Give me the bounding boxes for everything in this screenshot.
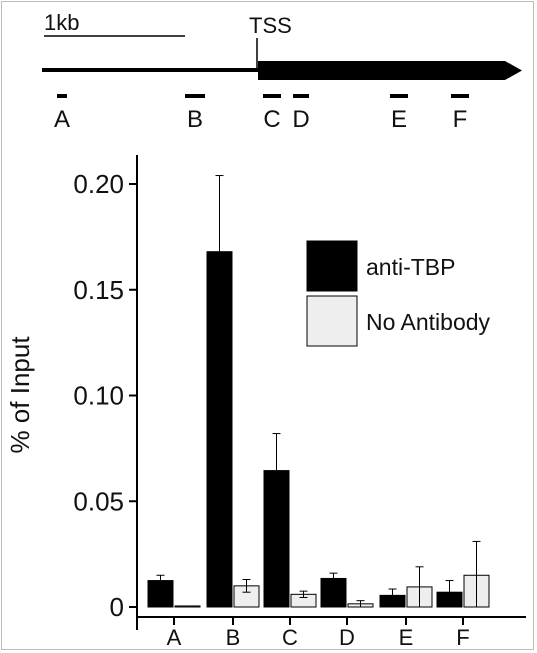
- bar-anti-tbp-e: [379, 594, 406, 608]
- bar-anti-tbp-d: [320, 577, 347, 608]
- y-tick-label: 0.15: [73, 275, 124, 305]
- y-tick-label: 0: [110, 592, 124, 622]
- legend-label-anti-tbp: anti-TBP: [366, 254, 455, 280]
- tss-label: TSS: [249, 13, 292, 38]
- bar-no-antibody-a: [174, 605, 201, 608]
- bar-anti-tbp-f: [436, 591, 463, 608]
- region-label-b: B: [187, 106, 203, 133]
- region-label-e: E: [391, 106, 407, 133]
- legend-swatch-anti-tbp: [306, 240, 358, 292]
- x-tick-label-b: B: [226, 625, 241, 650]
- legend-label-no-antibody: No Antibody: [366, 309, 491, 335]
- region-label-d: D: [292, 106, 309, 133]
- region-label-c: C: [263, 106, 280, 133]
- bar-anti-tbp-c: [263, 470, 290, 608]
- bar-anti-tbp-a: [147, 580, 174, 608]
- y-tick-label: 0.20: [73, 169, 124, 199]
- x-tick-label-e: E: [399, 625, 414, 650]
- y-axis-label: % of Input: [5, 336, 35, 454]
- bar-anti-tbp-b: [206, 251, 233, 608]
- region-label-f: F: [453, 106, 468, 133]
- scale-label: 1kb: [44, 10, 79, 35]
- x-tick-label-f: F: [456, 625, 469, 650]
- region-label-a: A: [54, 106, 70, 133]
- x-tick-label-d: D: [339, 625, 355, 650]
- y-tick-label: 0.10: [73, 381, 124, 411]
- y-tick-label: 0.05: [73, 486, 124, 516]
- gene-body-arrow: [258, 61, 522, 80]
- legend-swatch-no-antibody: [306, 295, 358, 347]
- x-tick-label-c: C: [282, 625, 298, 650]
- bar-chart: % of Input 0 0.05 0.10 0.15 0.20 A B C D E F anti…: [5, 155, 526, 650]
- x-tick-label-a: A: [167, 625, 182, 650]
